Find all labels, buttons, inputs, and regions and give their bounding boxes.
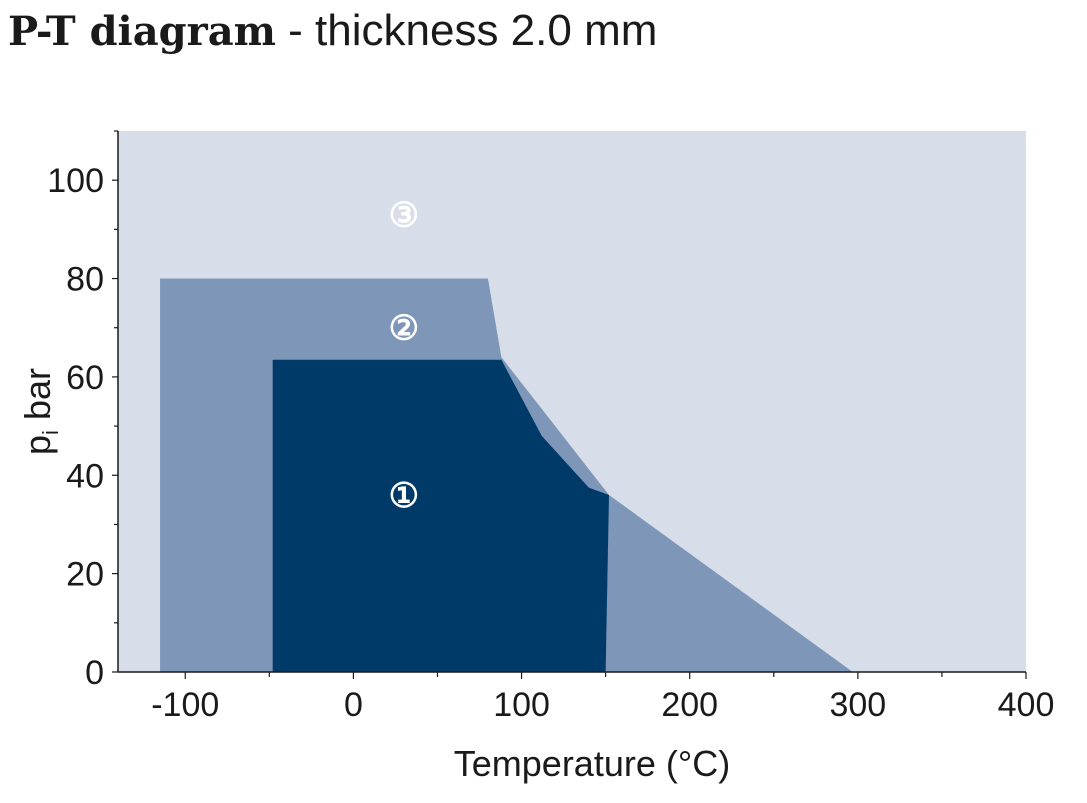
region-label-1: ③ [389, 197, 419, 235]
chart-title-separator: - [275, 6, 316, 55]
x-tick-label: 400 [998, 686, 1055, 724]
y-tick-label: 0 [85, 654, 104, 692]
chart-title-subtitle: thickness 2.0 mm [315, 6, 658, 55]
y-tick-label: 20 [66, 556, 104, 594]
chart-title-main: P-T diagram [8, 8, 276, 55]
y-axis-label: pi bar [17, 368, 63, 455]
region-label-3: ① [389, 477, 419, 515]
y-tick-label: 60 [66, 359, 104, 397]
x-tick-label: 300 [829, 686, 886, 724]
y-axis-label-symbol: p [17, 435, 58, 455]
region-label-2: ② [389, 310, 419, 348]
y-axis-label-unit: bar [17, 368, 58, 430]
x-axis-label: Temperature (°C) [454, 743, 730, 784]
y-tick-label: 40 [66, 457, 104, 495]
y-tick-label: 100 [47, 162, 104, 200]
y-axis-label-subscript: i [38, 430, 63, 435]
y-tick-label: 80 [66, 261, 104, 299]
x-tick-label: 100 [493, 686, 550, 724]
chart-title: P-T diagram - thickness 2.0 mm [8, 6, 657, 56]
x-tick-label: 0 [344, 686, 363, 724]
x-tick-label: -100 [151, 686, 219, 724]
x-tick-label: 200 [661, 686, 718, 724]
region-3-area [272, 359, 609, 672]
